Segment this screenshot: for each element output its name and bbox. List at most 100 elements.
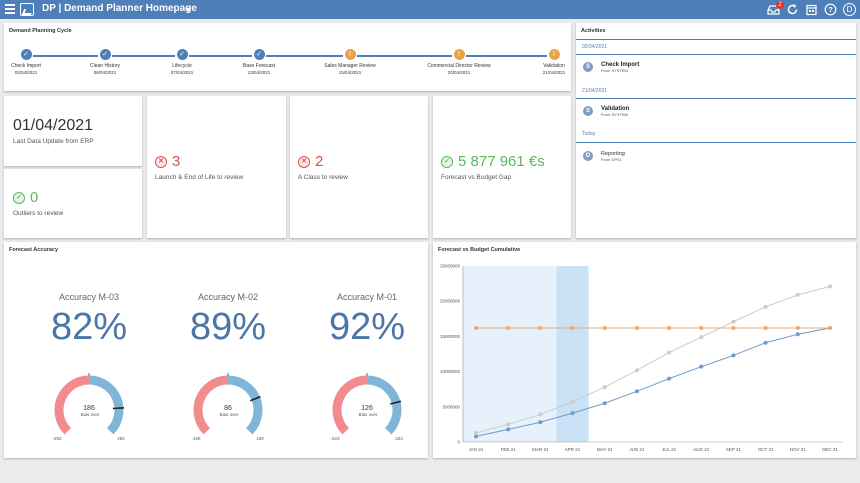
gauge-max-label: 223	[395, 436, 403, 441]
data-point	[634, 368, 639, 373]
gauge-bias-label: Bias	[81, 412, 91, 417]
refresh-icon[interactable]	[786, 3, 799, 16]
step-date: 02/04/2021	[14, 70, 38, 75]
a-class-card[interactable]: ✕ 2 A Class to review	[290, 96, 428, 238]
activity-avatar: S	[583, 62, 593, 72]
x-tick-label: JUN 21	[629, 447, 645, 452]
cycle-connector	[266, 55, 343, 57]
cycle-step[interactable]: ✓ Check Import 02/04/2021	[0, 49, 66, 75]
cycle-step[interactable]: ! Validation 21/04/2021	[514, 49, 594, 75]
gauge-bias-value: 126	[361, 405, 373, 412]
warning-icon: !	[453, 49, 465, 60]
launch-eol-card[interactable]: ✕ 3 Launch & End of Life to review	[147, 96, 286, 238]
x-tick-label: APR 21	[565, 447, 581, 452]
data-point	[506, 427, 511, 432]
forecast-accuracy-card: Forecast Accuracy Accuracy M-03 82% 0 186 Bi…	[4, 242, 428, 458]
help-icon[interactable]: ?	[824, 3, 837, 16]
cycle-step[interactable]: ! Commercial Director Review 20/04/2021	[419, 49, 499, 75]
activity-title: Reporting	[601, 151, 625, 157]
budget-gap-value: 5 877 961 €s	[458, 153, 545, 170]
warning-icon: !	[548, 49, 560, 60]
data-point	[602, 325, 607, 330]
cycle-step[interactable]: ! Sales Manager Review 15/04/2021	[310, 49, 390, 75]
gauge-over-arc	[227, 375, 263, 435]
y-tick-label: 5000000	[442, 404, 460, 409]
accuracy-column: Accuracy M-01 92%	[317, 292, 417, 349]
activity-item[interactable]: D Reporting From DP01	[583, 151, 625, 162]
accuracy-column: Accuracy M-02 89%	[178, 292, 278, 349]
x-tick-label: NOV 21	[790, 447, 807, 452]
gauge-max-label: 169	[256, 436, 264, 441]
activity-title: Check Import	[601, 62, 640, 68]
check-icon: ✓	[176, 49, 188, 60]
y-tick-label: 10000000	[440, 369, 461, 374]
planning-cycle-title: Demand Planning Cycle	[9, 28, 72, 34]
data-point	[506, 325, 511, 330]
gauge-under-arc	[54, 375, 90, 435]
cycle-step[interactable]: ✓ Lifecycle 07/04/2021	[142, 49, 222, 75]
data-point	[731, 319, 736, 324]
activity-item[interactable]: S Validation From SYSTEM	[583, 106, 629, 117]
inbox-icon[interactable]: 2	[767, 1, 784, 16]
x-tick-label: JAN 21	[469, 447, 484, 452]
app-logo-icon	[20, 3, 34, 16]
data-point	[634, 325, 639, 330]
y-tick-label: 15000000	[440, 334, 461, 339]
last-update-card[interactable]: 01/04/2021 Last Data Update from ERP	[4, 96, 142, 166]
activities-card: Activities 02/04/2021 S Check Import Fro…	[576, 23, 856, 238]
gauge-needle	[390, 400, 402, 405]
forecast-accuracy-title: Forecast Accuracy	[9, 247, 59, 253]
step-name: Clean History	[89, 63, 120, 69]
cycle-connector	[466, 55, 547, 57]
data-point	[667, 325, 672, 330]
data-point	[602, 401, 607, 406]
title-dropdown-icon[interactable]	[185, 8, 191, 12]
user-avatar[interactable]: D	[843, 3, 856, 16]
step-date: 13/04/2021	[247, 70, 271, 75]
gauge-needle	[249, 395, 261, 402]
gauge-over-label: over	[91, 412, 100, 417]
data-point	[474, 430, 478, 435]
step-date: 06/04/2021	[93, 70, 117, 75]
cycle-step[interactable]: ✓ Clean History 06/04/2021	[65, 49, 145, 75]
activity-source: From SYSTEM	[601, 68, 628, 73]
forecast-budget-chart-card: Forecast vs Budget Cumulative 0 5000000 10…	[433, 242, 856, 458]
budget-gap-card[interactable]: ✓ 5 877 961 €s Forecast vs Budget Gap	[433, 96, 571, 238]
activity-source: From DP01	[601, 157, 622, 162]
x-tick-label: AUG 21	[693, 447, 710, 452]
series-line	[475, 285, 831, 434]
activity-item[interactable]: S Check Import From SYSTEM	[583, 62, 639, 73]
menu-icon[interactable]	[5, 4, 15, 14]
gauge-under-arc	[193, 375, 229, 435]
last-update-label: Last Data Update from ERP	[13, 138, 94, 145]
data-point	[570, 325, 575, 330]
data-point	[570, 399, 575, 404]
data-point	[602, 385, 607, 390]
outliers-card[interactable]: ✓ 0 Outliers to review	[4, 169, 142, 238]
accuracy-label: Accuracy M-03	[58, 292, 120, 302]
cycle-step[interactable]: ✓ Base Forecast 13/04/2021	[219, 49, 299, 75]
y-tick-label: 0	[457, 440, 460, 445]
data-point	[474, 434, 478, 439]
step-date: 21/04/2021	[542, 70, 566, 75]
chart-title: Forecast vs Budget Cumulative	[438, 247, 521, 253]
data-point	[667, 376, 672, 381]
check-icon: ✓	[99, 49, 111, 60]
y-tick-label: 20000000	[440, 299, 461, 304]
check-circle-icon: ✓	[441, 155, 453, 168]
gauge-min-label: -169	[191, 436, 201, 441]
budget-gap-label: Forecast vs Budget Gap	[441, 174, 512, 181]
cycle-connector	[189, 55, 252, 57]
gauge-top-label: 0	[88, 372, 91, 377]
x-tick-label: FEB 21	[501, 447, 517, 452]
data-point	[828, 325, 832, 330]
gauge-under-arc	[332, 375, 368, 435]
calendar-icon[interactable]	[805, 3, 818, 16]
x-tick-label: JUL 21	[662, 447, 677, 452]
cycle-connector	[33, 55, 98, 57]
activity-avatar: S	[583, 106, 593, 116]
data-point	[538, 420, 543, 425]
gauge-min-label: -292	[52, 436, 62, 441]
top-bar: DP | Demand Planner Homepage 2 ? D	[0, 0, 860, 19]
